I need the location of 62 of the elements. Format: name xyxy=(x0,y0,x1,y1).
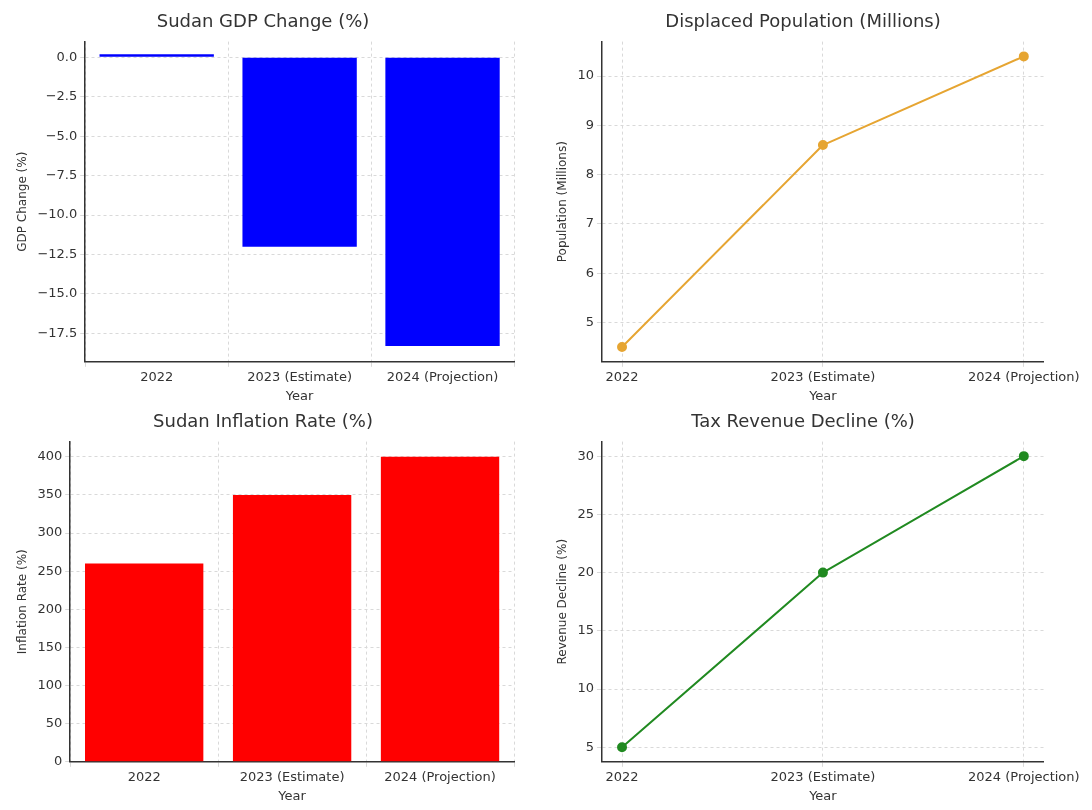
x-tick-label: 2022 xyxy=(140,368,174,384)
y-tick-label: 30 xyxy=(577,447,594,463)
x-tick-label: 2024 (Projection) xyxy=(967,368,1080,384)
point xyxy=(817,140,828,151)
x-axis-title: Year xyxy=(808,787,838,803)
point xyxy=(617,742,628,753)
y-tick-label: 8 xyxy=(585,165,594,181)
y-tick-label: −15.0 xyxy=(37,285,78,301)
y-tick-label: −5.0 xyxy=(45,127,78,143)
point xyxy=(1018,51,1029,62)
chart-title: Tax Revenue Decline (%) xyxy=(690,410,915,432)
y-tick-label: −7.5 xyxy=(45,167,78,183)
y-tick-label: 5 xyxy=(585,313,594,329)
y-tick-label: 15 xyxy=(577,622,594,638)
x-tick-label: 2023 (Estimate) xyxy=(770,768,876,784)
bar xyxy=(232,494,352,762)
y-tick-label: −12.5 xyxy=(37,245,78,261)
y-tick-label: 200 xyxy=(37,600,63,616)
y-tick-label: 9 xyxy=(585,116,594,132)
y-tick-label: 50 xyxy=(45,715,63,731)
x-tick-label: 2023 (Estimate) xyxy=(239,768,345,784)
y-tick-label: −2.5 xyxy=(45,88,78,104)
y-tick-label: 10 xyxy=(577,67,594,83)
x-tick-label: 2024 (Projection) xyxy=(386,368,499,384)
y-tick-label: 20 xyxy=(577,563,594,579)
y-tick-label: 100 xyxy=(37,676,63,692)
x-tick-label: 2022 xyxy=(605,368,639,384)
chart-title: Sudan GDP Change (%) xyxy=(156,10,370,32)
bar xyxy=(380,456,500,762)
x-tick-label: 2023 (Estimate) xyxy=(247,368,353,384)
y-axis-title: Inflation Rate (%) xyxy=(15,549,30,655)
chart-title: Sudan Inflation Rate (%) xyxy=(153,410,373,432)
x-axis-title: Year xyxy=(284,387,315,403)
y-axis-title: Population (Millions) xyxy=(555,141,570,263)
x-axis-title: Year xyxy=(808,387,838,403)
chart-title: Displaced Population (Millions) xyxy=(665,10,941,32)
y-tick-label: 10 xyxy=(577,680,594,696)
y-tick-label: −10.0 xyxy=(37,206,78,222)
x-axis-title: Year xyxy=(277,787,307,803)
x-tick-label: 2022 xyxy=(127,768,161,784)
x-tick-label: 2024 (Projection) xyxy=(967,768,1080,784)
y-tick-label: 300 xyxy=(37,524,63,540)
y-tick-label: 25 xyxy=(577,505,594,521)
y-tick-label: 0.0 xyxy=(56,48,78,64)
y-tick-label: 6 xyxy=(585,264,594,280)
x-tick-label: 2022 xyxy=(605,768,639,784)
y-tick-label: −17.5 xyxy=(37,324,78,340)
y-tick-label: 7 xyxy=(585,215,594,231)
bar xyxy=(85,563,204,762)
x-tick-label: 2023 (Estimate) xyxy=(770,368,876,384)
y-tick-label: 250 xyxy=(37,562,63,578)
y-tick-label: 400 xyxy=(37,448,63,464)
y-axis-title: GDP Change (%) xyxy=(15,151,30,252)
y-tick-label: 0 xyxy=(53,753,63,769)
point xyxy=(617,342,628,353)
point xyxy=(817,567,828,578)
point xyxy=(1018,451,1029,462)
y-axis-title: Revenue Decline (%) xyxy=(555,538,570,665)
y-tick-label: 350 xyxy=(37,486,63,502)
y-tick-label: 150 xyxy=(37,638,63,654)
x-tick-label: 2024 (Projection) xyxy=(384,768,496,784)
y-tick-label: 5 xyxy=(585,738,594,754)
